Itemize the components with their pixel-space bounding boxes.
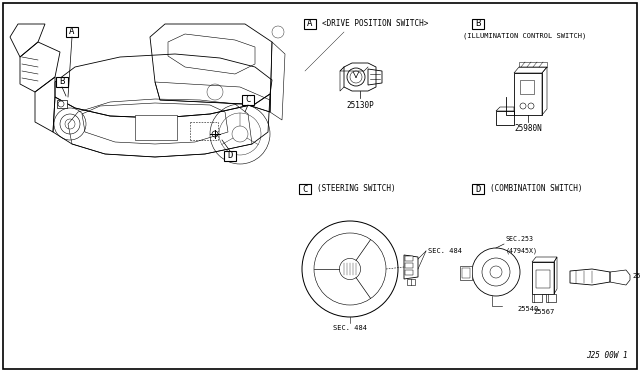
Text: 25540: 25540 xyxy=(517,306,539,312)
Bar xyxy=(472,19,484,29)
Bar xyxy=(66,27,78,37)
Bar xyxy=(514,73,542,115)
Text: C: C xyxy=(245,96,251,105)
Text: 25980N: 25980N xyxy=(514,124,542,133)
Text: 25567: 25567 xyxy=(533,309,555,315)
Bar xyxy=(405,263,413,268)
Text: 25260P: 25260P xyxy=(632,273,640,279)
Bar xyxy=(299,184,311,194)
Text: J25 00W 1: J25 00W 1 xyxy=(586,351,628,360)
Bar xyxy=(407,279,415,285)
Bar xyxy=(496,111,514,125)
FancyBboxPatch shape xyxy=(135,115,177,140)
Text: SEC. 484: SEC. 484 xyxy=(333,325,367,331)
Text: SEC. 484: SEC. 484 xyxy=(428,248,462,254)
Bar xyxy=(520,80,534,94)
Bar xyxy=(532,262,554,294)
Text: (ILLUMINATION CONTROL SWITCH): (ILLUMINATION CONTROL SWITCH) xyxy=(463,33,586,39)
Text: C: C xyxy=(302,185,308,193)
Text: D: D xyxy=(227,151,233,160)
Text: 25130P: 25130P xyxy=(346,101,374,110)
Text: SEC.253: SEC.253 xyxy=(506,236,534,242)
Bar xyxy=(460,266,472,280)
Text: (STEERING SWITCH): (STEERING SWITCH) xyxy=(317,185,396,193)
Bar xyxy=(405,256,413,261)
Text: (COMBINATION SWITCH): (COMBINATION SWITCH) xyxy=(490,185,582,193)
Bar xyxy=(536,270,550,288)
Bar xyxy=(56,77,68,87)
Text: A: A xyxy=(307,19,313,29)
Bar xyxy=(242,95,254,105)
Text: D: D xyxy=(476,185,481,193)
Text: A: A xyxy=(69,28,75,36)
Text: <DRIVE POSITION SWITCH>: <DRIVE POSITION SWITCH> xyxy=(322,19,428,29)
Bar xyxy=(472,184,484,194)
Text: (47945X): (47945X) xyxy=(506,247,538,253)
Bar xyxy=(405,270,413,275)
Bar xyxy=(546,294,556,302)
Bar xyxy=(532,294,542,302)
Text: B: B xyxy=(476,19,481,29)
Bar xyxy=(304,19,316,29)
Bar xyxy=(224,151,236,161)
Text: B: B xyxy=(60,77,65,87)
Bar xyxy=(462,268,470,278)
Bar xyxy=(57,100,67,108)
